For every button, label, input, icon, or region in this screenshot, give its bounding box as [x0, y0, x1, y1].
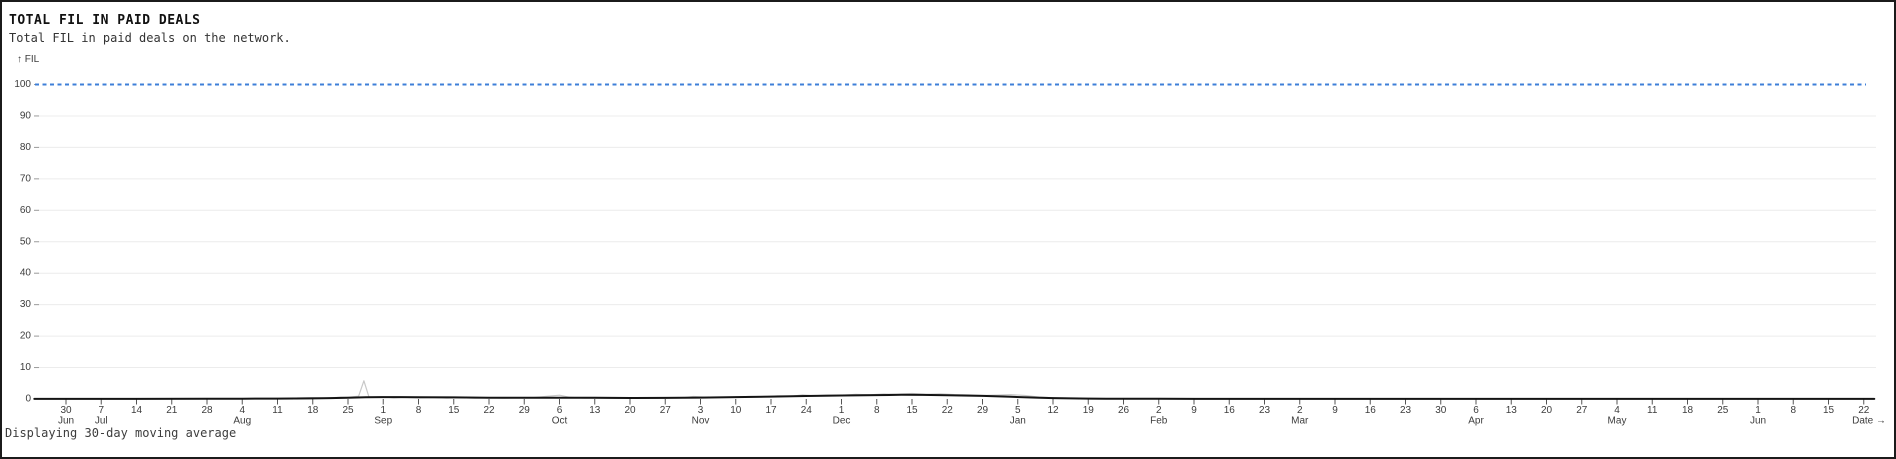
x-tick-day: 20 — [624, 405, 636, 416]
x-tick-month: Jul — [95, 416, 108, 427]
x-tick-month: Mar — [1291, 416, 1309, 427]
x-tick-day: 30 — [60, 405, 72, 416]
x-tick-day: 5 — [1015, 405, 1021, 416]
x-tick-day: 1 — [380, 405, 386, 416]
x-tick-day: 30 — [1435, 405, 1447, 416]
x-tick-day: 15 — [906, 405, 918, 416]
x-tick-month: Feb — [1150, 416, 1168, 427]
chart-subtitle: Total FIL in paid deals on the network. — [9, 31, 291, 45]
x-tick-day: 23 — [1259, 405, 1271, 416]
x-tick-day: 26 — [1118, 405, 1130, 416]
x-tick-day: 11 — [272, 405, 283, 416]
x-tick-day: 17 — [765, 405, 777, 416]
y-tick-label: 70 — [20, 173, 32, 184]
y-tick-label: 90 — [20, 110, 32, 121]
x-tick-month: Oct — [552, 416, 568, 427]
x-tick-day: 2 — [1297, 405, 1303, 416]
x-tick-day: 4 — [1614, 405, 1620, 416]
x-tick-month: Jun — [1750, 416, 1766, 427]
x-tick-day: 21 — [166, 405, 178, 416]
x-tick-day: 8 — [874, 405, 880, 416]
x-tick-month: Jan — [1010, 416, 1026, 427]
y-tick-label: 100 — [14, 79, 31, 90]
y-tick-label: 80 — [20, 142, 32, 153]
x-tick-month: Apr — [1468, 416, 1484, 427]
x-tick-day: 1 — [839, 405, 845, 416]
x-tick-day: 22 — [942, 405, 954, 416]
x-tick-day: 11 — [1647, 405, 1658, 416]
x-tick-day: 8 — [416, 405, 422, 416]
x-tick-day: 27 — [660, 405, 672, 416]
y-tick-label: 40 — [20, 268, 32, 279]
x-tick-day: 23 — [1400, 405, 1412, 416]
x-tick-day: 4 — [239, 405, 245, 416]
x-tick-day: 15 — [1823, 405, 1835, 416]
x-tick-day: 10 — [730, 405, 742, 416]
x-tick-day: 6 — [557, 405, 563, 416]
x-tick-day: 12 — [1047, 405, 1059, 416]
y-tick-label: 30 — [20, 299, 32, 310]
y-tick-label: 10 — [20, 362, 32, 373]
x-tick-day: 14 — [131, 405, 143, 416]
x-tick-day: 18 — [1682, 405, 1694, 416]
x-tick-day: 29 — [519, 405, 531, 416]
series-30-day-moving-average — [33, 393, 1876, 400]
x-tick-day: 18 — [307, 405, 319, 416]
x-tick-day: 15 — [448, 405, 460, 416]
y-tick-label: 50 — [20, 236, 32, 247]
y-tick-label: 60 — [20, 205, 32, 216]
x-tick-day: 19 — [1083, 405, 1095, 416]
moving-average-note: Displaying 30-day moving average — [5, 426, 237, 440]
x-axis-label: Date → — [1852, 416, 1886, 427]
x-tick-day: 16 — [1224, 405, 1236, 416]
chart-title: TOTAL FIL IN PAID DEALS — [9, 13, 201, 28]
x-tick-day: 2 — [1156, 405, 1162, 416]
x-tick-day: 16 — [1365, 405, 1377, 416]
y-axis-label: ↑ FIL — [17, 54, 40, 65]
x-tick-month: Sep — [374, 416, 392, 427]
x-tick-month: Nov — [692, 416, 710, 427]
x-tick-day: 6 — [1473, 405, 1479, 416]
x-tick-day: 24 — [801, 405, 813, 416]
x-tick-day: 13 — [589, 405, 601, 416]
x-tick-month: Aug — [233, 416, 251, 427]
x-tick-day: 7 — [98, 405, 104, 416]
x-tick-day: 22 — [483, 405, 495, 416]
x-tick-day: 3 — [698, 405, 704, 416]
x-tick-month: Jun — [58, 416, 74, 427]
x-tick-day: 13 — [1506, 405, 1518, 416]
x-tick-day: 28 — [201, 405, 213, 416]
x-tick-day: 20 — [1541, 405, 1553, 416]
x-tick-month: Dec — [833, 416, 851, 427]
x-tick-day: 9 — [1191, 405, 1197, 416]
x-tick-day: 25 — [1717, 405, 1729, 416]
x-tick-day: 22 — [1858, 405, 1870, 416]
x-tick-day: 8 — [1790, 405, 1796, 416]
x-tick-day: 25 — [342, 405, 354, 416]
x-tick-month: May — [1608, 416, 1627, 427]
y-tick-label: 20 — [20, 331, 32, 342]
x-tick-day: 29 — [977, 405, 989, 416]
x-tick-day: 9 — [1332, 405, 1338, 416]
x-tick-day: 1 — [1755, 405, 1761, 416]
x-tick-day: 27 — [1576, 405, 1588, 416]
y-tick-label: 0 — [25, 394, 31, 405]
